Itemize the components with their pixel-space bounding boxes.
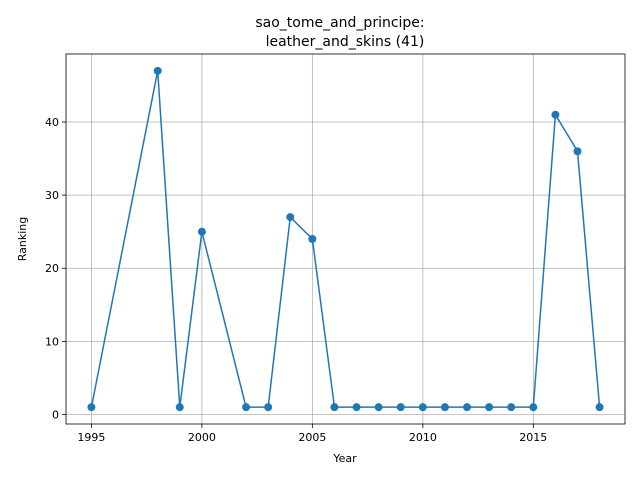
y-tick-label: 10: [45, 335, 59, 348]
series-line: [90, 70, 601, 408]
y-tick-label: 20: [45, 262, 59, 275]
data-point: [153, 66, 162, 75]
data-point: [286, 213, 295, 222]
data-point: [463, 403, 472, 412]
x-tick-label: 2000: [188, 431, 216, 444]
chart-title-line2: leather_and_skins (41): [266, 34, 425, 50]
grid: [66, 54, 625, 424]
y-tick-label: 30: [45, 189, 59, 202]
plot-frame: [65, 53, 626, 425]
data-point: [175, 403, 184, 412]
y-axis-title: Ranking: [16, 217, 29, 262]
data-point: [551, 110, 560, 119]
data-point: [264, 403, 273, 412]
data-point: [595, 403, 604, 412]
x-tick-label: 1995: [77, 431, 105, 444]
data-point: [485, 403, 494, 412]
data-point: [529, 403, 538, 412]
data-point: [418, 403, 427, 412]
data-point: [242, 403, 251, 412]
data-point: [573, 147, 582, 156]
data-point: [330, 403, 339, 412]
data-point: [507, 403, 516, 412]
data-point: [396, 403, 405, 412]
x-axis-title: Year: [332, 452, 357, 465]
data-point: [308, 235, 317, 243]
data-point: [440, 403, 449, 412]
y-tick-label: 40: [45, 116, 59, 129]
data-point: [197, 227, 206, 236]
x-tick-label: 2015: [519, 431, 547, 444]
data-point: [87, 403, 96, 412]
data-point: [352, 403, 361, 412]
x-tick-label: 2005: [298, 431, 326, 444]
data-point: [374, 403, 383, 412]
x-tick-label: 2010: [409, 431, 437, 444]
chart-title-line1: sao_tome_and_principe:: [255, 15, 424, 31]
series: [87, 66, 604, 412]
y-tick-label: 0: [52, 408, 59, 421]
ticks: 1995 2000 2005 2010 2015 0 10 20 30 40: [45, 116, 547, 444]
